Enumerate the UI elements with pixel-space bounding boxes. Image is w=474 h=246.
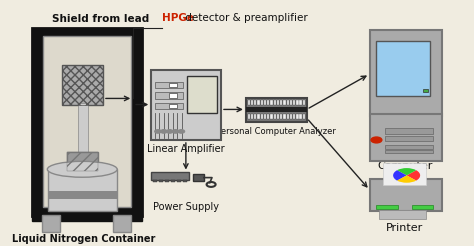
FancyBboxPatch shape: [155, 82, 182, 88]
Text: Computer: Computer: [377, 161, 432, 171]
FancyBboxPatch shape: [280, 100, 283, 105]
FancyBboxPatch shape: [32, 215, 142, 221]
FancyBboxPatch shape: [187, 77, 217, 113]
Wedge shape: [397, 175, 416, 183]
FancyBboxPatch shape: [290, 100, 292, 105]
FancyBboxPatch shape: [169, 83, 177, 87]
Ellipse shape: [47, 161, 117, 177]
FancyBboxPatch shape: [293, 100, 295, 105]
Circle shape: [166, 130, 173, 133]
FancyBboxPatch shape: [290, 114, 292, 119]
FancyBboxPatch shape: [247, 114, 250, 119]
FancyBboxPatch shape: [375, 41, 429, 96]
Text: Personal Computer Analyzer: Personal Computer Analyzer: [216, 127, 336, 136]
Wedge shape: [393, 170, 407, 181]
Text: Linear Amplifier: Linear Amplifier: [147, 143, 225, 154]
FancyBboxPatch shape: [273, 100, 276, 105]
FancyBboxPatch shape: [385, 128, 433, 134]
FancyBboxPatch shape: [385, 136, 433, 141]
FancyBboxPatch shape: [385, 145, 433, 149]
FancyBboxPatch shape: [254, 100, 256, 105]
FancyBboxPatch shape: [286, 114, 289, 119]
FancyBboxPatch shape: [370, 114, 442, 161]
FancyBboxPatch shape: [155, 92, 182, 99]
FancyBboxPatch shape: [182, 180, 187, 182]
FancyBboxPatch shape: [257, 114, 260, 119]
FancyBboxPatch shape: [383, 163, 426, 185]
FancyBboxPatch shape: [423, 89, 428, 92]
FancyBboxPatch shape: [154, 180, 157, 182]
FancyBboxPatch shape: [165, 180, 169, 182]
FancyBboxPatch shape: [264, 114, 266, 119]
Text: detector & preamplifier: detector & preamplifier: [182, 13, 308, 23]
FancyBboxPatch shape: [283, 114, 285, 119]
FancyBboxPatch shape: [277, 100, 279, 105]
Circle shape: [173, 130, 179, 133]
FancyBboxPatch shape: [151, 70, 221, 140]
Wedge shape: [397, 168, 416, 175]
FancyBboxPatch shape: [67, 152, 98, 170]
FancyBboxPatch shape: [151, 172, 190, 180]
Circle shape: [178, 130, 184, 133]
FancyBboxPatch shape: [32, 28, 142, 216]
FancyBboxPatch shape: [280, 114, 283, 119]
Text: Power Supply: Power Supply: [153, 202, 219, 212]
FancyBboxPatch shape: [78, 103, 88, 152]
FancyBboxPatch shape: [270, 100, 273, 105]
Circle shape: [155, 130, 161, 133]
FancyBboxPatch shape: [385, 150, 433, 154]
FancyBboxPatch shape: [303, 100, 305, 105]
FancyBboxPatch shape: [171, 180, 175, 182]
FancyBboxPatch shape: [277, 114, 279, 119]
FancyBboxPatch shape: [47, 191, 118, 199]
Wedge shape: [407, 170, 420, 181]
FancyBboxPatch shape: [270, 114, 273, 119]
FancyBboxPatch shape: [177, 180, 181, 182]
FancyBboxPatch shape: [113, 215, 131, 231]
FancyBboxPatch shape: [273, 114, 276, 119]
FancyBboxPatch shape: [246, 107, 307, 112]
FancyBboxPatch shape: [264, 100, 266, 105]
FancyBboxPatch shape: [303, 114, 305, 119]
Text: Printer: Printer: [386, 223, 423, 233]
FancyBboxPatch shape: [169, 104, 177, 108]
FancyBboxPatch shape: [296, 114, 299, 119]
FancyBboxPatch shape: [251, 100, 253, 105]
FancyBboxPatch shape: [192, 174, 204, 181]
FancyBboxPatch shape: [251, 114, 253, 119]
FancyBboxPatch shape: [300, 114, 302, 119]
FancyBboxPatch shape: [370, 179, 442, 211]
FancyBboxPatch shape: [376, 205, 398, 209]
FancyBboxPatch shape: [286, 100, 289, 105]
FancyBboxPatch shape: [379, 210, 426, 219]
Text: Shield from lead: Shield from lead: [52, 14, 149, 24]
FancyBboxPatch shape: [411, 205, 433, 209]
FancyBboxPatch shape: [42, 215, 60, 231]
FancyBboxPatch shape: [169, 93, 177, 98]
FancyBboxPatch shape: [246, 98, 307, 122]
FancyBboxPatch shape: [296, 100, 299, 105]
FancyBboxPatch shape: [159, 180, 164, 182]
FancyBboxPatch shape: [261, 100, 263, 105]
FancyBboxPatch shape: [247, 100, 250, 105]
Circle shape: [161, 130, 167, 133]
FancyBboxPatch shape: [300, 100, 302, 105]
FancyBboxPatch shape: [155, 103, 182, 109]
Text: Liquid Nitrogen Container: Liquid Nitrogen Container: [12, 234, 155, 244]
FancyBboxPatch shape: [257, 100, 260, 105]
FancyBboxPatch shape: [47, 169, 118, 211]
FancyBboxPatch shape: [293, 114, 295, 119]
FancyBboxPatch shape: [254, 114, 256, 119]
FancyBboxPatch shape: [370, 30, 442, 116]
Circle shape: [371, 137, 382, 143]
FancyBboxPatch shape: [261, 114, 263, 119]
FancyBboxPatch shape: [63, 65, 103, 105]
FancyBboxPatch shape: [43, 36, 131, 207]
FancyBboxPatch shape: [267, 114, 269, 119]
Text: HPGe: HPGe: [163, 13, 194, 23]
FancyBboxPatch shape: [267, 100, 269, 105]
FancyBboxPatch shape: [283, 100, 285, 105]
